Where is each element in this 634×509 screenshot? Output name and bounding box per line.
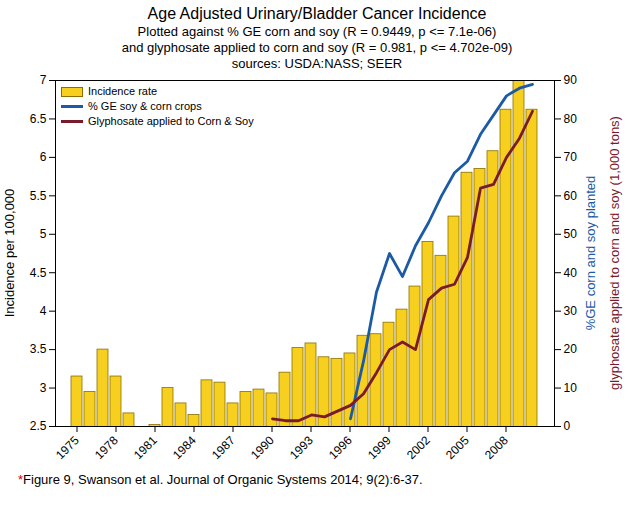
html-text:and glyphosate applied to corn: and glyphosate applied to corn and soy (… (121, 40, 513, 55)
html-text:* Figure 9, Swanson et al. Jou: * Figure 9, Swanson et al. Journal of Or… (18, 472, 423, 487)
svg-text:Incidence per 100,000: Incidence per 100,000 (2, 189, 17, 318)
svg-text:20: 20 (564, 342, 578, 356)
svg-text:1987: 1987 (209, 433, 238, 462)
svg-text:1996: 1996 (326, 433, 355, 462)
svg-text:2.5: 2.5 (30, 419, 47, 433)
html-text:% GE soy & corn crops: % GE soy & corn crops (88, 100, 202, 112)
svg-text:2008: 2008 (482, 433, 511, 462)
svg-text:1990: 1990 (248, 433, 277, 462)
svg-text:2002: 2002 (404, 433, 433, 462)
svg-text:2005: 2005 (443, 433, 472, 462)
svg-text:5.5: 5.5 (30, 189, 47, 203)
svg-text:90: 90 (564, 73, 578, 87)
svg-text:80: 80 (564, 112, 578, 126)
svg-text:1999: 1999 (365, 433, 394, 462)
svg-text:5: 5 (40, 227, 47, 241)
svg-text:60: 60 (564, 189, 578, 203)
svg-text:6.5: 6.5 (30, 112, 47, 126)
svg-text:4.5: 4.5 (30, 266, 47, 280)
svg-text:3: 3 (40, 381, 47, 395)
svg-text:40: 40 (564, 266, 578, 280)
html-text:Glyphosate applied to Corn & S: Glyphosate applied to Corn & Soy (88, 115, 254, 127)
svg-text:1975: 1975 (53, 433, 82, 462)
svg-text:glyphosate applied to corn and: glyphosate applied to corn and soy (1,00… (607, 116, 622, 390)
svg-text:4: 4 (40, 304, 47, 318)
svg-text:1984: 1984 (170, 433, 199, 462)
svg-text:70: 70 (564, 150, 578, 164)
svg-text:10: 10 (564, 381, 578, 395)
svg-text:1978: 1978 (92, 433, 121, 462)
svg-text:7: 7 (40, 73, 47, 87)
html-text:sources: USDA:NASS; SEER: sources: USDA:NASS; SEER (231, 56, 403, 71)
svg-text:30: 30 (564, 304, 578, 318)
html-text:Age Adjusted Urinary/Bladder C: Age Adjusted Urinary/Bladder Cancer Inci… (147, 5, 487, 22)
svg-text:3.5: 3.5 (30, 342, 47, 356)
svg-text:1993: 1993 (287, 433, 316, 462)
svg-text:%GE corn and soy planted: %GE corn and soy planted (583, 176, 598, 331)
svg-text:1981: 1981 (131, 433, 160, 462)
svg-text:50: 50 (564, 227, 578, 241)
html-text:Incidence rate: Incidence rate (88, 85, 158, 97)
svg-text:6: 6 (40, 150, 47, 164)
html-text:Plotted against % GE corn and: Plotted against % GE corn and soy (R = 0… (137, 24, 497, 39)
svg-text:0: 0 (564, 419, 571, 433)
